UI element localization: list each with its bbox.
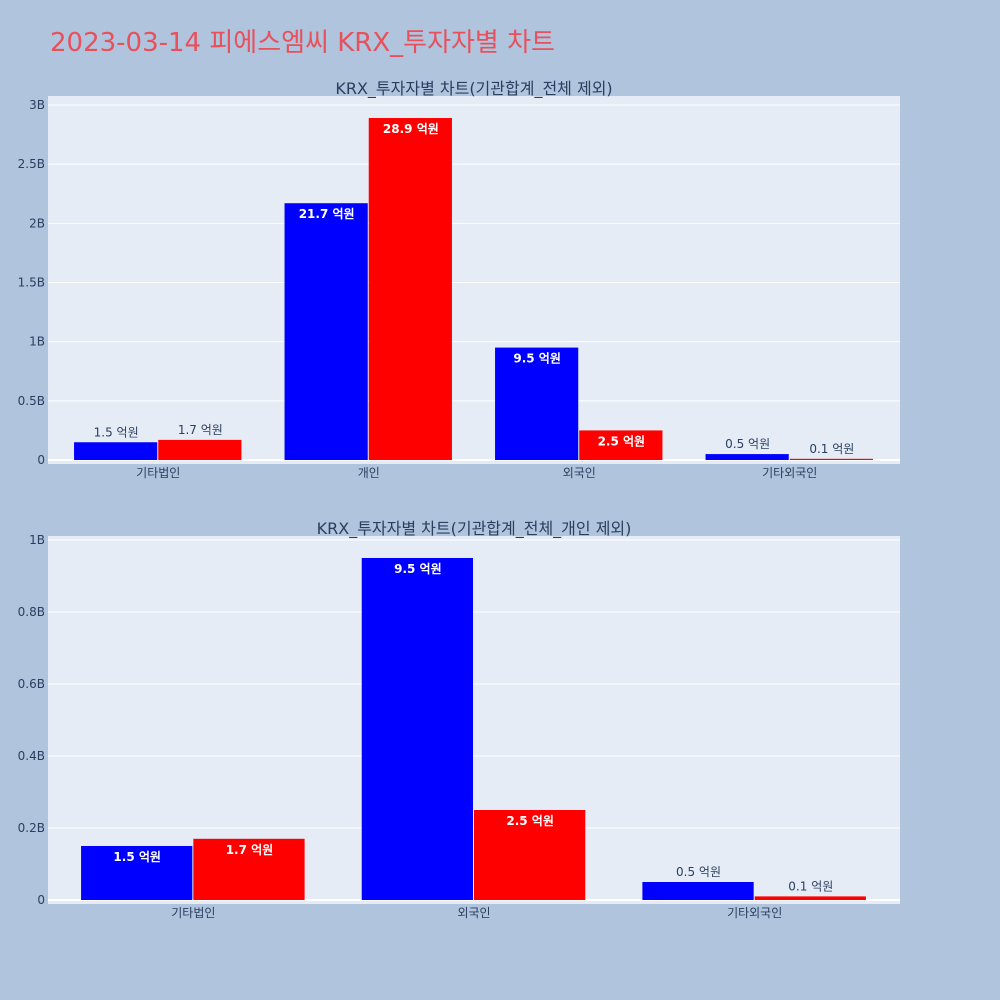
x-tick-label: 기타법인 bbox=[136, 466, 180, 480]
y-tick-label: 0.5B bbox=[18, 394, 45, 408]
bar bbox=[705, 454, 789, 460]
bar bbox=[193, 838, 305, 900]
y-tick-label: 1B bbox=[29, 533, 45, 547]
y-tick-label: 1B bbox=[29, 335, 45, 349]
x-tick-label: 개인 bbox=[358, 466, 380, 480]
bar bbox=[74, 442, 158, 460]
x-tick-label: 외국인 bbox=[457, 906, 490, 920]
data-label: 9.5 억원 bbox=[394, 562, 442, 576]
chart-title: KRX_투자자별 차트(기관합계_전체_개인 제외) bbox=[317, 519, 632, 539]
y-tick-label: 0.6B bbox=[18, 677, 45, 691]
y-tick-label: 0.2B bbox=[18, 821, 45, 835]
data-label: 1.5 억원 bbox=[94, 425, 139, 439]
x-tick-label: 기타외국인 bbox=[727, 906, 782, 920]
y-tick-label: 0.8B bbox=[18, 605, 45, 619]
x-tick-label: 기타외국인 bbox=[762, 466, 817, 480]
bar bbox=[754, 896, 866, 900]
data-label: 0.1 억원 bbox=[809, 442, 854, 456]
bar bbox=[789, 458, 873, 460]
y-tick-label: 0 bbox=[37, 893, 45, 907]
bar bbox=[495, 347, 579, 460]
data-label: 21.7 억원 bbox=[299, 207, 355, 221]
x-tick-label: 기타법인 bbox=[171, 906, 215, 920]
chart-title: KRX_투자자별 차트(기관합계_전체 제외) bbox=[335, 79, 612, 99]
data-label: 0.1 억원 bbox=[788, 879, 833, 893]
plot-area bbox=[48, 96, 900, 464]
bar bbox=[474, 810, 586, 900]
data-label: 1.5 억원 bbox=[113, 850, 161, 864]
data-label: 28.9 억원 bbox=[383, 122, 439, 136]
y-tick-label: 0.4B bbox=[18, 749, 45, 763]
data-label: 0.5 억원 bbox=[725, 437, 770, 451]
data-label: 2.5 억원 bbox=[598, 434, 646, 448]
bar bbox=[81, 846, 193, 900]
y-tick-label: 1.5B bbox=[18, 276, 45, 290]
bar bbox=[361, 558, 473, 900]
data-label: 2.5 억원 bbox=[506, 814, 554, 828]
y-tick-label: 0 bbox=[37, 453, 45, 467]
y-tick-label: 2.5B bbox=[18, 157, 45, 171]
page-title: 2023-03-14 피에스엠씨 KRX_투자자별 차트 bbox=[50, 28, 555, 58]
data-label: 0.5 억원 bbox=[676, 865, 721, 879]
x-tick-label: 외국인 bbox=[563, 466, 596, 480]
bar bbox=[284, 203, 368, 460]
data-label: 9.5 억원 bbox=[513, 352, 561, 366]
data-label: 1.7 억원 bbox=[226, 843, 274, 857]
y-tick-label: 2B bbox=[29, 216, 45, 230]
data-label: 1.7 억원 bbox=[178, 423, 223, 437]
bar bbox=[579, 430, 663, 460]
y-tick-label: 3B bbox=[29, 98, 45, 112]
bar bbox=[368, 118, 452, 461]
bar bbox=[642, 882, 754, 900]
bar bbox=[158, 439, 242, 460]
